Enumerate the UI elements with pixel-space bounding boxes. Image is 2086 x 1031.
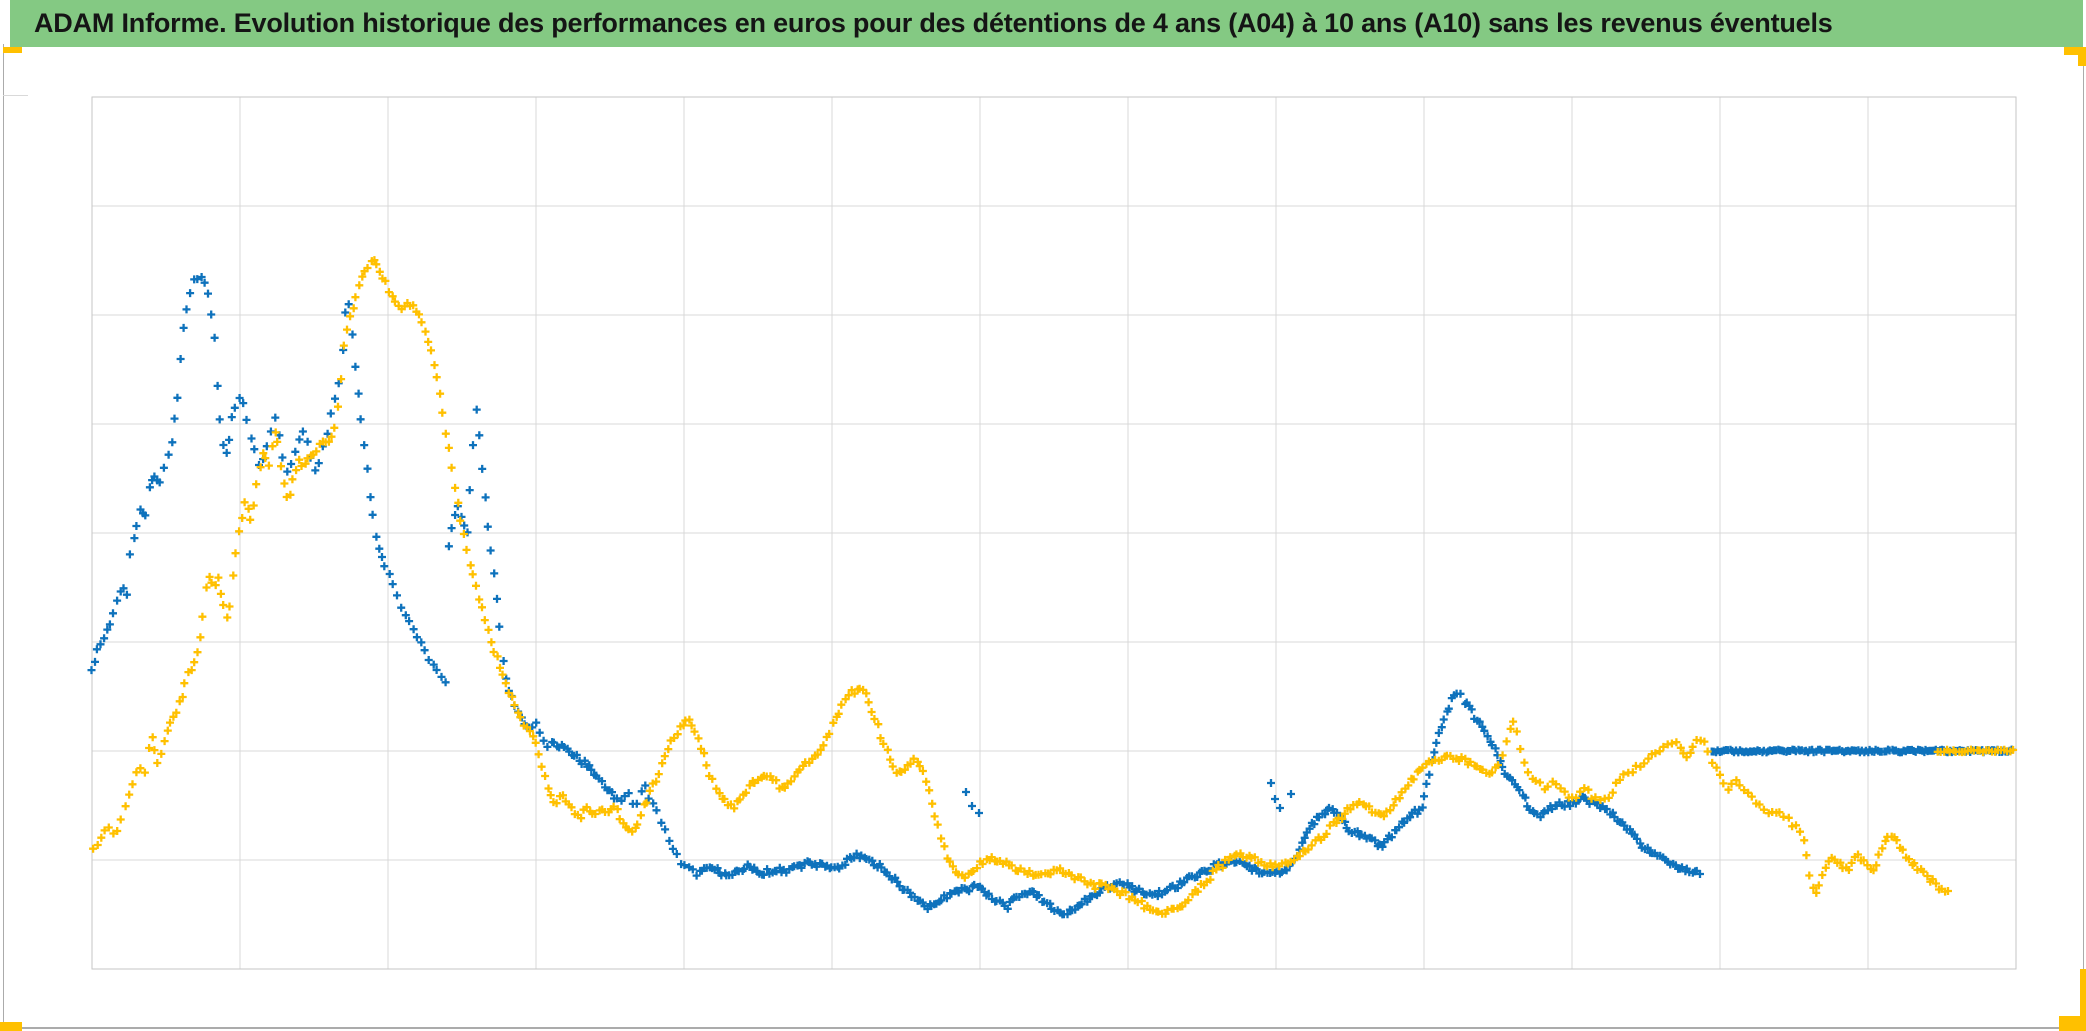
frame-bottom-line: [0, 1027, 2086, 1029]
selection-mark-top-right-nub: [2078, 55, 2086, 66]
plot-area-border: [91, 96, 2017, 970]
selection-mark-top-right-bar: [2064, 47, 2086, 55]
series-yellow-markers[interactable]: [89, 256, 2018, 918]
row-gridline-fragment: [3, 95, 28, 96]
selection-mark-bottom-right-foot: [2059, 1016, 2086, 1031]
selection-mark-bottom-right-vbar: [2080, 969, 2086, 1031]
selection-mark-top-left: [3, 47, 22, 53]
series-blue-markers[interactable]: [87, 273, 2016, 919]
frame-left-line: [3, 44, 4, 1031]
frame-right-line: [2083, 47, 2084, 1031]
page-title: ADAM Informe. Evolution historique des p…: [34, 8, 1833, 38]
title-bar: ADAM Informe. Evolution historique des p…: [10, 0, 2083, 47]
selection-mark-bottom-left: [0, 1022, 22, 1031]
chart-gridlines: [91, 96, 2017, 970]
